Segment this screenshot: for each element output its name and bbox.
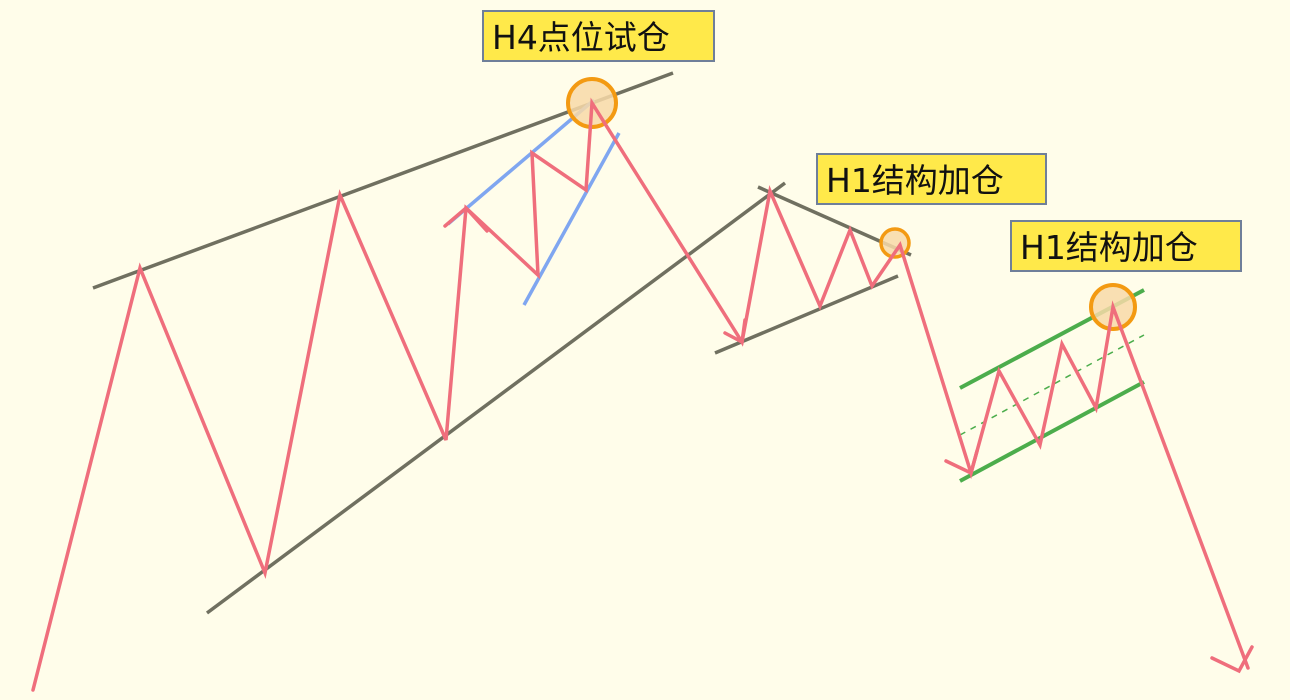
down-arrow-icon bbox=[723, 318, 747, 345]
h4-channel-lower-line bbox=[522, 132, 621, 306]
callout-h4-test-entry: H4点位试仓 bbox=[482, 10, 715, 62]
down-arrow-icon bbox=[944, 449, 979, 476]
up-tick-mark bbox=[443, 205, 489, 233]
lower-support-trendline bbox=[205, 181, 787, 615]
down-arrow-icon bbox=[1210, 645, 1254, 674]
triangle-lower-line bbox=[714, 274, 899, 355]
callout-h1-add-position-2: H1结构加仓 bbox=[1010, 220, 1242, 272]
price-path bbox=[31, 97, 1250, 692]
h4-channel-upper-line bbox=[446, 98, 596, 226]
h1-channel-lower-line bbox=[959, 380, 1145, 483]
callout-h1-add-position-1: H1结构加仓 bbox=[816, 153, 1047, 205]
